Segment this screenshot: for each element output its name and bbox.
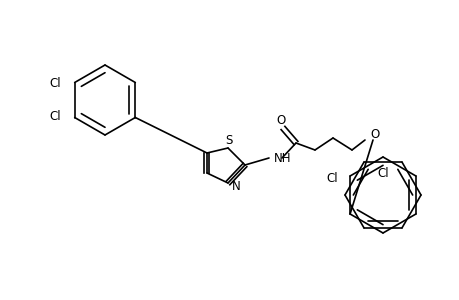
Text: Cl: Cl <box>326 172 337 185</box>
Text: Cl: Cl <box>49 77 61 90</box>
Text: N: N <box>231 179 240 193</box>
Text: O: O <box>369 128 378 142</box>
Text: NH: NH <box>274 152 291 164</box>
Text: O: O <box>276 115 285 128</box>
Text: S: S <box>225 134 232 148</box>
Text: Cl: Cl <box>376 167 388 180</box>
Text: Cl: Cl <box>49 110 61 123</box>
